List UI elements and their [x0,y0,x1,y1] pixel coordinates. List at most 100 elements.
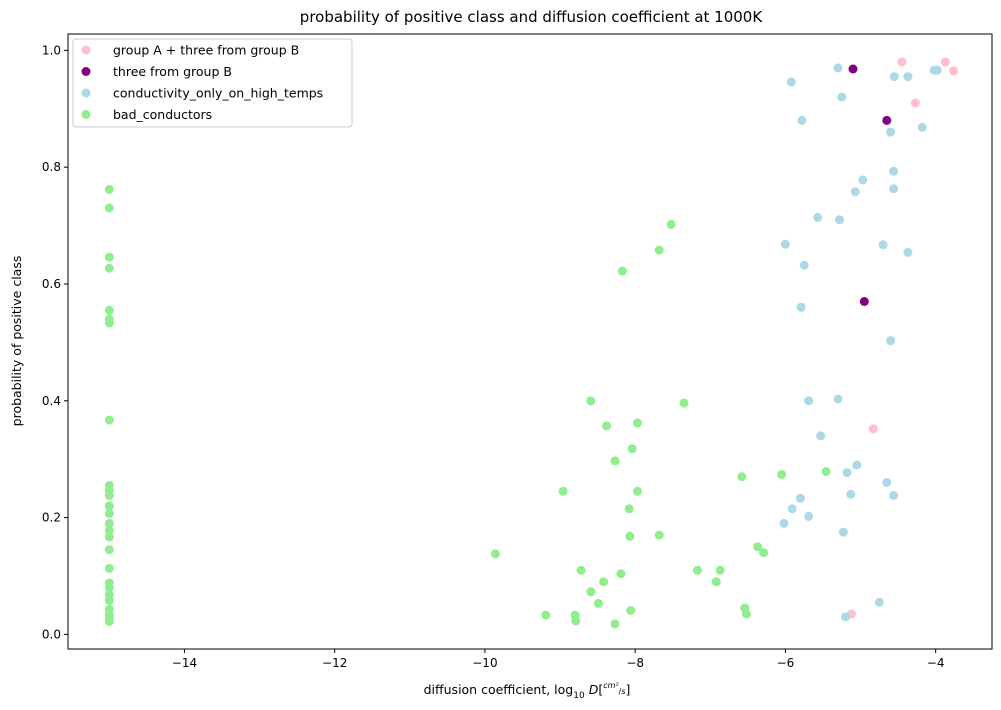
data-point [804,396,814,406]
data-point [910,98,920,108]
data-point [949,66,959,76]
data-point [859,297,869,306]
data-point [833,63,843,73]
y-axis-ticks: 0.0 0.2 0.4 0.6 0.8 1.0 [42,43,68,641]
data-point [889,184,899,194]
plot-area [67,33,993,650]
legend-label: conductivity_only_on_high_temps [113,86,323,101]
chart-title: probability of positive class and diffus… [300,8,764,26]
data-point [679,398,689,408]
data-point [541,610,551,620]
data-point [796,302,806,312]
data-point [104,509,114,518]
data-point [897,57,907,67]
legend-marker [81,67,91,76]
data-point [816,431,826,441]
data-point [104,252,114,262]
data-point [787,504,797,514]
legend-marker [81,110,91,119]
data-point [593,598,603,608]
x-tick-label: −10 [472,656,497,670]
data-point [693,565,702,575]
x-axis-ticks: −14 −12 −10 −8 −6 −4 [172,649,945,670]
y-tick-label: 0.8 [42,160,61,174]
data-point [576,565,586,575]
data-point [932,65,942,75]
data-point [842,468,852,478]
data-point [654,530,664,540]
data-point [625,531,635,541]
data-point [882,115,892,125]
data-point [666,219,676,229]
y-tick-label: 0.6 [42,277,61,291]
data-point [786,77,796,87]
data-point [741,609,751,619]
data-point [858,175,868,185]
data-point [586,396,596,406]
series-2 [779,63,942,622]
data-point [833,394,843,404]
data-point [104,318,114,328]
data-point [711,577,721,587]
data-point [903,247,913,257]
data-point [886,336,896,346]
data-point [632,486,642,496]
data-point [804,511,814,521]
data-point [490,549,500,559]
data-point [624,504,634,514]
x-tick-label: −14 [172,656,197,670]
data-point [759,548,769,558]
series-3 [104,184,831,629]
points-layer [104,57,959,629]
data-point [632,418,642,428]
data-point [617,266,627,276]
data-point [889,490,899,500]
data-point [841,612,850,622]
data-point [104,184,114,194]
data-point [610,456,620,466]
data-point [104,583,114,593]
legend-label: three from group B [113,64,232,79]
y-tick-label: 0.0 [42,627,61,641]
legend-frame [72,38,353,128]
data-point [599,577,609,587]
data-point [104,305,114,315]
x-tick-label: −6 [777,656,795,670]
data-point [571,616,581,626]
data-point [104,525,114,535]
data-point [837,92,847,102]
data-point [838,527,848,537]
data-point [558,486,568,496]
x-tick-label: −8 [626,656,644,670]
data-point [813,212,823,222]
data-point [850,187,860,197]
data-point [874,597,884,607]
data-point [797,115,807,125]
data-point [795,493,805,503]
legend: group A + three from group B three from g… [72,38,353,128]
x-tick-label: −4 [927,656,945,670]
data-point [821,467,831,476]
data-point [868,424,878,434]
data-point [104,490,114,500]
data-point [889,72,899,82]
data-point [104,518,114,528]
legend-marker [81,88,91,98]
data-point [848,64,858,74]
legend-marker [81,45,91,55]
y-axis-label: probability of positive class [9,256,24,427]
data-point [104,563,114,573]
data-point [654,245,664,255]
data-point [889,166,899,176]
data-point [780,239,790,249]
x-axis-label: diffusion coefficient, log10 D[cm²/s] [424,681,631,701]
data-point [779,518,789,528]
data-point [104,203,114,213]
data-point [940,57,950,67]
data-point [627,444,637,454]
legend-label: group A + three from group B [113,43,299,58]
y-tick-label: 0.2 [42,511,61,525]
data-point [586,587,596,597]
data-point [616,569,626,579]
